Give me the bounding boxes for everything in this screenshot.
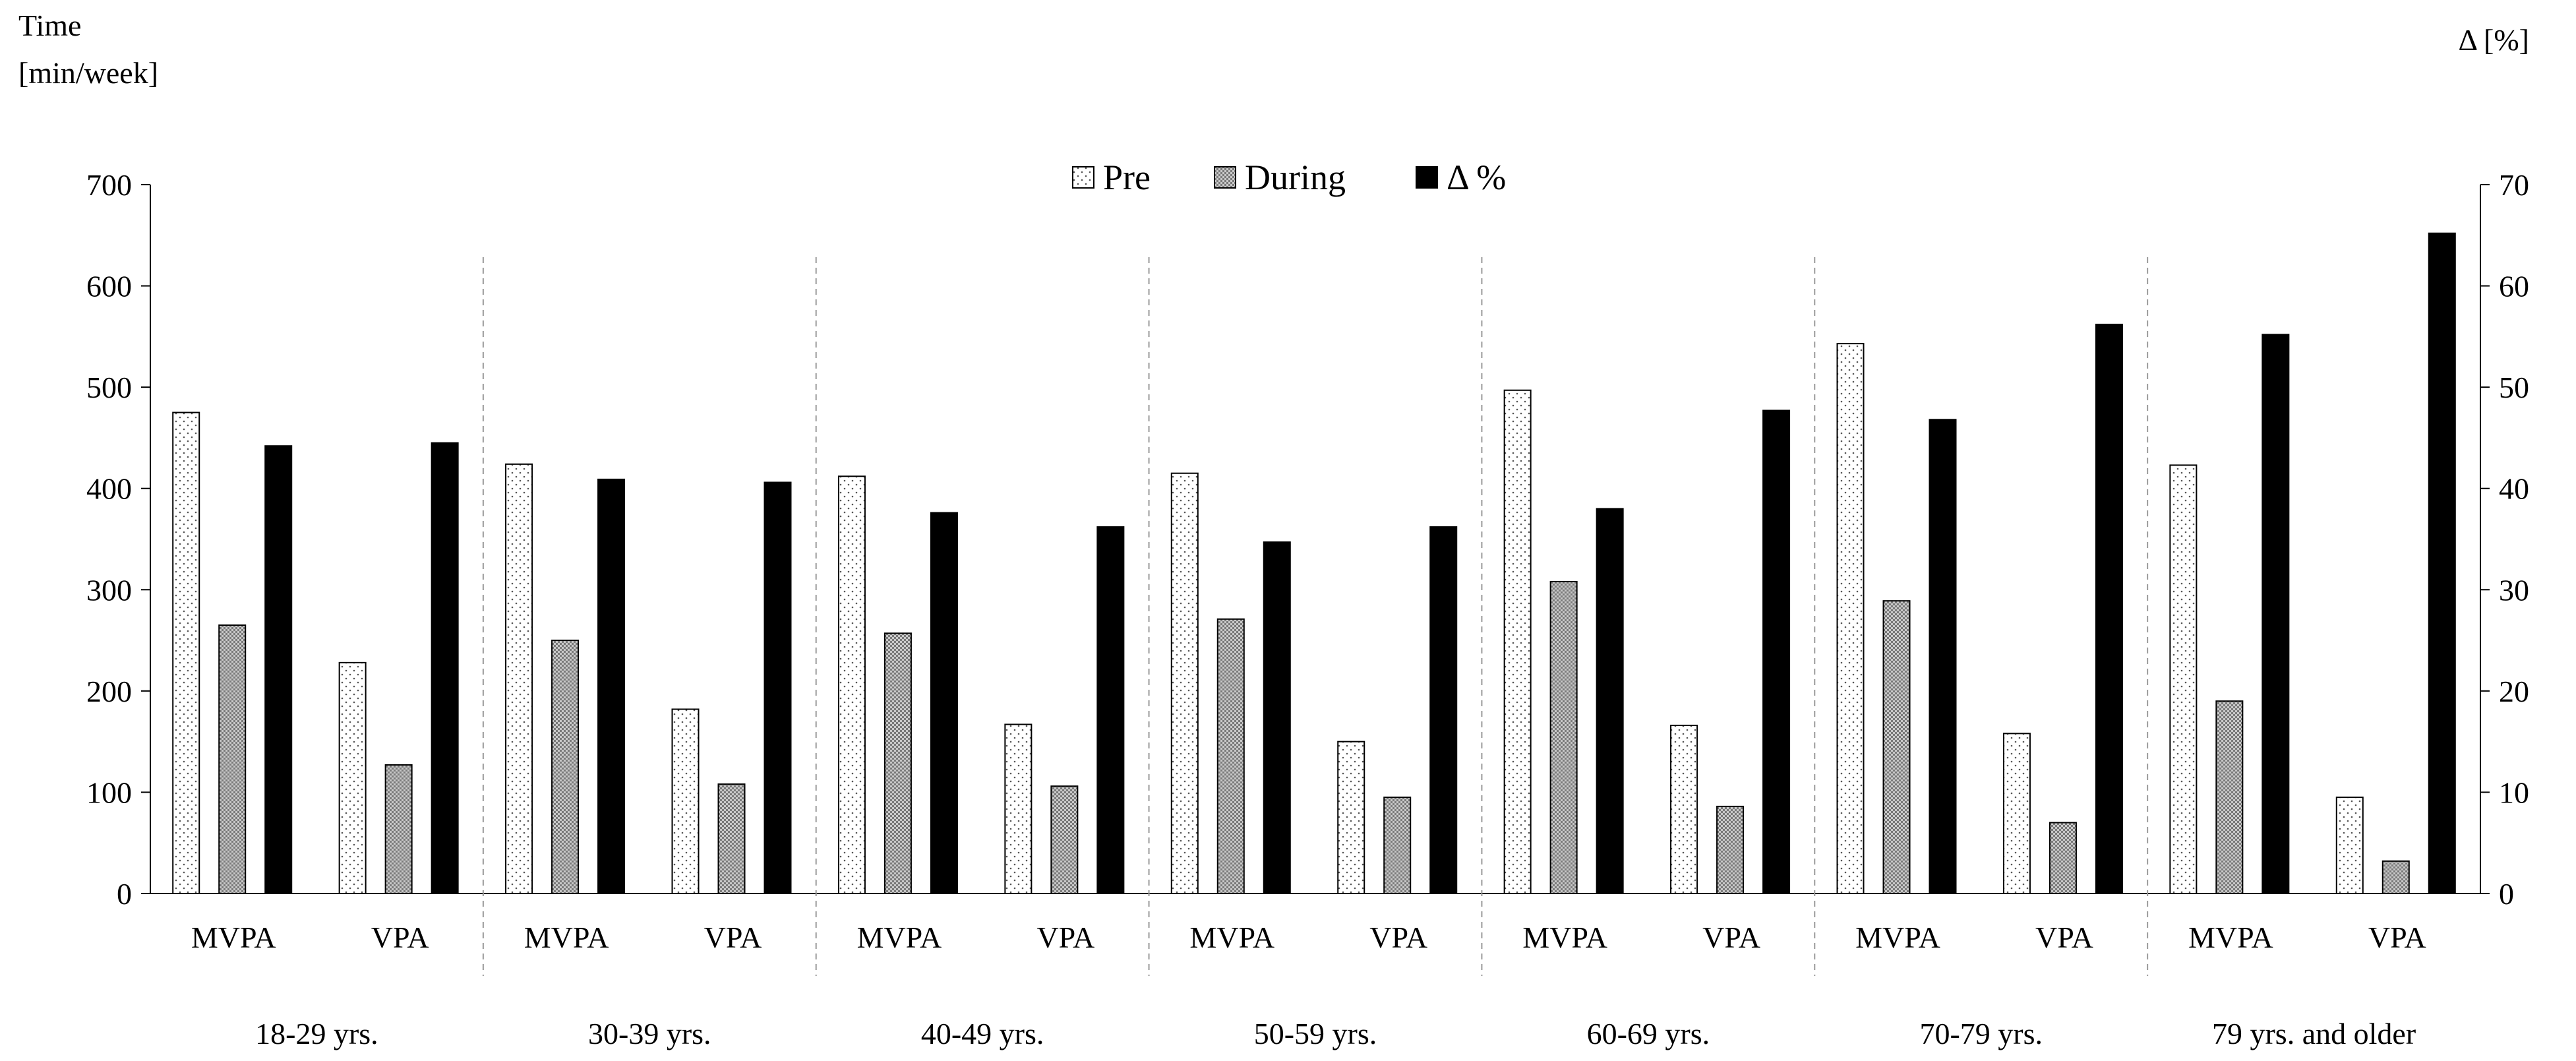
group-label: 40-49 yrs.	[921, 1017, 1044, 1050]
bar-pre	[1670, 725, 1698, 894]
y-right-tick-label: 10	[2499, 775, 2529, 809]
group-labels: 18-29 yrs. 30-39 yrs. 40-49 yrs. 50-59 yrs.…	[255, 1017, 2416, 1050]
category-label: VPA	[1036, 921, 1094, 954]
bar-during	[551, 640, 580, 894]
category-label: VPA	[704, 921, 762, 954]
y-right-tick-label: 60	[2499, 270, 2529, 303]
group-label: 79 yrs. and older	[2212, 1017, 2416, 1050]
category-label: MVPA	[1855, 921, 1940, 954]
y-right-tick-label: 0	[2499, 877, 2514, 911]
category-label: VPA	[371, 921, 429, 954]
bar-during	[1549, 581, 1578, 894]
bar-pre	[1004, 723, 1033, 895]
bar-pre	[1836, 343, 1865, 894]
y-left-tick-label: 500	[86, 371, 132, 404]
category-label: MVPA	[857, 921, 942, 954]
y-right-tick-label: 30	[2499, 573, 2529, 607]
group-label: 60-69 yrs.	[1587, 1017, 1710, 1050]
bar-during	[1716, 805, 1745, 895]
bar-during	[1882, 600, 1911, 895]
bar-pre	[671, 708, 700, 894]
y-left-tick-label: 400	[86, 472, 132, 506]
category-labels: MVPA VPA MVPA VPA MVPA VPA MVPA VPA MVPA VPA MVPA V…	[191, 921, 2426, 954]
category-label: VPA	[1369, 921, 1427, 954]
y-right-tick-label: 40	[2499, 472, 2529, 506]
legend-swatch-pre	[1072, 166, 1094, 189]
group-label: 18-29 yrs.	[255, 1017, 378, 1050]
legend-swatch-during	[1214, 166, 1236, 189]
category-label: MVPA	[1522, 921, 1607, 954]
bar-pre	[338, 661, 367, 894]
bar-delta	[1596, 508, 1624, 894]
bar-during	[384, 764, 413, 894]
category-label: MVPA	[2188, 921, 2273, 954]
bar-delta	[431, 442, 459, 894]
bar-during	[2049, 822, 2077, 894]
bar-pre	[2002, 733, 2031, 895]
category-label: MVPA	[1189, 921, 1274, 954]
bar-pre	[172, 411, 200, 894]
y-right-tick-label: 70	[2499, 168, 2529, 202]
legend-label-during: During	[1245, 158, 1346, 197]
bar-delta	[597, 478, 626, 894]
bar-delta	[1429, 526, 1458, 894]
y-left-title-line1: Time	[18, 9, 81, 42]
group-separators	[482, 257, 2149, 976]
bar-during	[717, 783, 746, 894]
y-left-tick-label: 0	[117, 877, 132, 911]
bar-pre	[1337, 741, 1365, 894]
bar-during	[218, 624, 247, 894]
group-label: 50-59 yrs.	[1254, 1017, 1377, 1050]
bar-delta	[1263, 541, 1291, 894]
y-right-tick-label: 20	[2499, 675, 2529, 708]
bar-pre	[2335, 797, 2364, 895]
y-left-tick-label: 700	[86, 168, 132, 202]
y-right-tick-labels: 0 10 20 30 40 50 60 70	[2499, 168, 2529, 911]
axes	[141, 184, 2490, 894]
bar-during	[2215, 700, 2244, 894]
y-left-tick-label: 300	[86, 573, 132, 607]
group-label: 30-39 yrs.	[588, 1017, 711, 1050]
bar-delta	[1929, 419, 1957, 894]
category-label: MVPA	[524, 921, 609, 954]
bars	[172, 232, 2456, 895]
legend-swatch-delta	[1416, 166, 1438, 189]
y-left-title-line2: [min/week]	[18, 56, 158, 90]
bar-delta	[930, 512, 958, 894]
bar-pre	[1503, 389, 1532, 894]
bar-pre	[2169, 464, 2198, 894]
bar-during	[1383, 797, 1412, 895]
category-label: VPA	[2368, 921, 2426, 954]
bar-pre	[505, 463, 533, 894]
group-label: 70-79 yrs.	[1919, 1017, 2043, 1050]
bar-during	[2381, 860, 2410, 895]
y-left-tick-label: 200	[86, 675, 132, 708]
bar-delta	[764, 481, 792, 894]
bar-delta	[2428, 232, 2456, 894]
category-label: VPA	[1702, 921, 1760, 954]
category-label: MVPA	[191, 921, 276, 954]
bar-pre	[837, 475, 866, 894]
legend-label-pre: Pre	[1103, 158, 1151, 197]
y-left-tick-label: 600	[86, 270, 132, 303]
bar-during	[1050, 785, 1079, 894]
bar-delta	[1096, 526, 1125, 894]
category-label: VPA	[2035, 921, 2093, 954]
bar-during	[1216, 618, 1245, 894]
legend-label-delta: Δ %	[1447, 158, 1506, 197]
y-left-tick-label: 100	[86, 775, 132, 809]
bar-pre	[1170, 472, 1199, 894]
y-right-title: Δ [%]	[2459, 23, 2530, 57]
bar-during	[884, 632, 912, 894]
y-left-tick-labels: 0 100 200 300 400 500 600 700	[86, 168, 132, 911]
bar-delta	[2095, 323, 2123, 894]
legend: Pre During Δ %	[1072, 158, 1506, 197]
y-right-tick-label: 50	[2499, 371, 2529, 404]
bar-delta	[2261, 334, 2290, 894]
bar-delta	[1762, 409, 1791, 894]
bar-delta	[264, 445, 293, 894]
